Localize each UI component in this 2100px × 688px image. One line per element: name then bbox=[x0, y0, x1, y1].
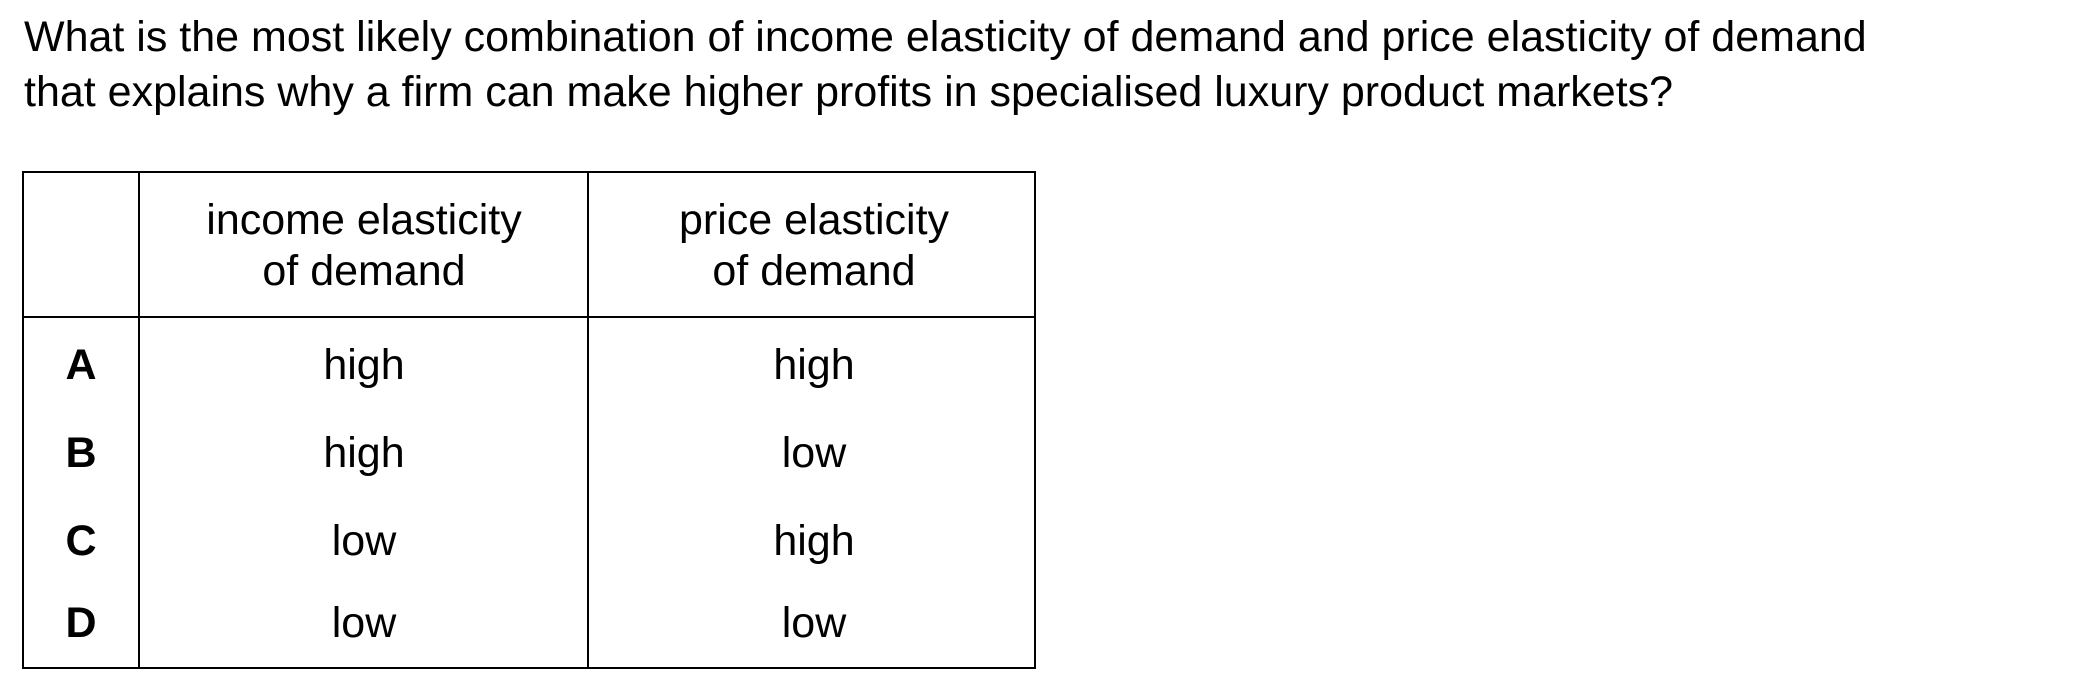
option-letter: C bbox=[65, 517, 97, 565]
question-line-1: What is the most likely combination of i… bbox=[24, 13, 1867, 61]
income-elasticity-value: low bbox=[331, 599, 397, 647]
question-text: What is the most likely combination of i… bbox=[24, 10, 2074, 120]
option-row-a: A high high bbox=[24, 321, 1034, 409]
header-income-line-1: income elasticity bbox=[206, 196, 522, 244]
price-elasticity-value: low bbox=[781, 599, 847, 647]
income-elasticity-value: low bbox=[331, 517, 397, 565]
price-elasticity-value: high bbox=[773, 341, 855, 389]
income-elasticity-value: high bbox=[323, 429, 405, 477]
header-income-elasticity: income elasticity of demand bbox=[141, 195, 587, 297]
option-row-b: B high low bbox=[24, 409, 1034, 497]
option-row-d: D low low bbox=[24, 579, 1034, 667]
header-price-line-1: price elasticity bbox=[678, 196, 950, 244]
header-price-elasticity: price elasticity of demand bbox=[590, 195, 1038, 297]
option-row-c: C low high bbox=[24, 497, 1034, 585]
header-divider bbox=[24, 316, 1034, 318]
column-divider-2 bbox=[587, 173, 589, 667]
answer-options-table: income elasticity of demand price elasti… bbox=[22, 171, 1036, 669]
option-letter: B bbox=[65, 429, 97, 477]
option-letter: A bbox=[65, 341, 97, 389]
income-elasticity-value: high bbox=[323, 341, 405, 389]
price-elasticity-value: high bbox=[773, 517, 855, 565]
header-price-line-2: of demand bbox=[712, 247, 916, 295]
option-letter: D bbox=[65, 599, 97, 647]
column-divider-1 bbox=[138, 173, 140, 667]
price-elasticity-value: low bbox=[781, 429, 847, 477]
question-line-2: that explains why a firm can make higher… bbox=[24, 68, 1674, 116]
header-income-line-2: of demand bbox=[262, 247, 466, 295]
